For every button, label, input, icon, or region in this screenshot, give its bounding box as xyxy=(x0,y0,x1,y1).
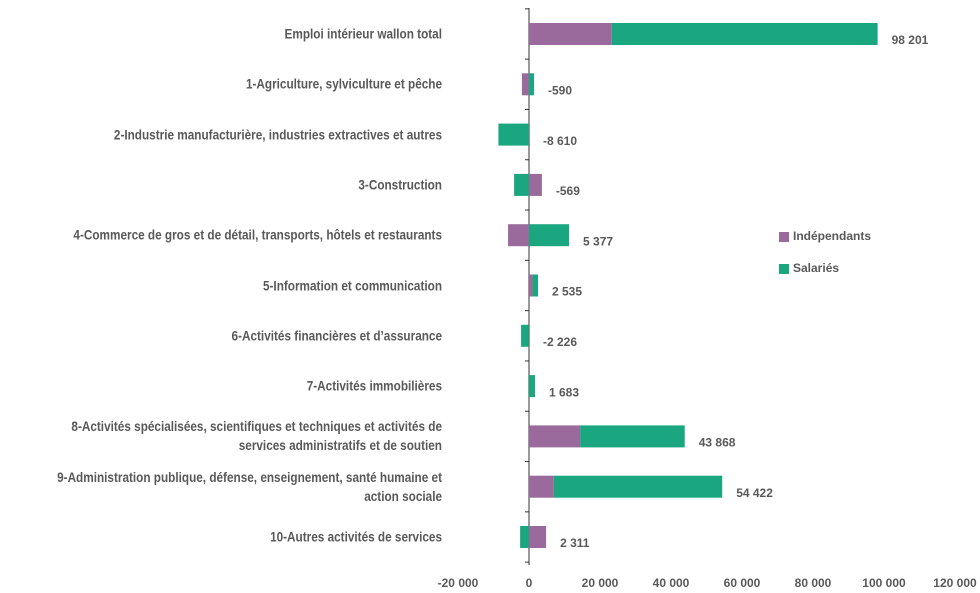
total-label: -8 610 xyxy=(543,134,577,148)
bar-segment xyxy=(529,425,581,448)
bar-segment xyxy=(529,526,547,548)
bar-segment xyxy=(553,475,723,498)
bar-segment xyxy=(508,224,529,247)
category-label: Emploi intérieur wallon total xyxy=(284,25,442,42)
total-label: 43 868 xyxy=(699,436,736,450)
bar-segment xyxy=(520,526,529,548)
bar-segment xyxy=(529,173,542,196)
bar-segment xyxy=(529,475,554,498)
total-label: 54 422 xyxy=(736,486,773,500)
bar-segment xyxy=(529,23,612,45)
category-label: 7-Activités immobilières xyxy=(306,377,442,394)
bar-segment xyxy=(532,274,538,297)
total-label: -569 xyxy=(556,184,580,198)
bar-segment xyxy=(529,375,535,398)
x-tick-label: -20 000 xyxy=(438,576,479,590)
legend-label: Indépendants xyxy=(793,229,871,243)
x-tick-label: 120 000 xyxy=(933,576,977,590)
category-label: 2-Industrie manufacturière, industries e… xyxy=(113,126,442,143)
bar-segment xyxy=(514,173,529,196)
bar-segment xyxy=(580,425,685,448)
bar-segment xyxy=(529,274,533,297)
total-label: 1 683 xyxy=(549,385,579,399)
category-label: 3-Construction xyxy=(358,176,442,193)
category-label: 6-Activités financières et d’assurance xyxy=(231,327,442,344)
total-label: -590 xyxy=(548,83,572,97)
x-tick-label: 40 000 xyxy=(653,576,690,590)
bar-segment xyxy=(611,23,878,45)
bar-segment xyxy=(498,123,529,146)
legend-label: Salariés xyxy=(793,261,839,275)
bar-segment xyxy=(521,324,529,347)
total-label: 2 311 xyxy=(560,536,590,550)
total-label: 5 377 xyxy=(583,234,613,248)
legend-swatch xyxy=(779,232,789,242)
category-label: 4-Commerce de gros et de détail, transpo… xyxy=(73,226,442,243)
category-label: 10-Autres activités de services xyxy=(270,528,442,545)
total-label: 2 535 xyxy=(552,285,582,299)
total-label: -2 226 xyxy=(543,335,577,349)
bar-segment xyxy=(521,73,529,96)
category-label: 8-Activités spécialisées, scientifiques … xyxy=(71,418,442,454)
category-label: 1-Agriculture, sylviculture et pêche xyxy=(245,75,442,92)
x-tick-label: 0 xyxy=(526,576,533,590)
category-label: 5-Information et communication xyxy=(262,277,442,293)
bar-segment xyxy=(529,224,570,247)
legend-swatch xyxy=(779,264,789,274)
x-tick-label: 20 000 xyxy=(582,576,619,590)
x-tick-label: 60 000 xyxy=(724,576,761,590)
bar-segment xyxy=(529,73,535,96)
category-label: 9-Administration publique, défense, ense… xyxy=(57,468,442,504)
x-tick-label: 100 000 xyxy=(862,576,906,590)
x-tick-label: 80 000 xyxy=(795,576,832,590)
total-label: 98 201 xyxy=(892,33,929,47)
